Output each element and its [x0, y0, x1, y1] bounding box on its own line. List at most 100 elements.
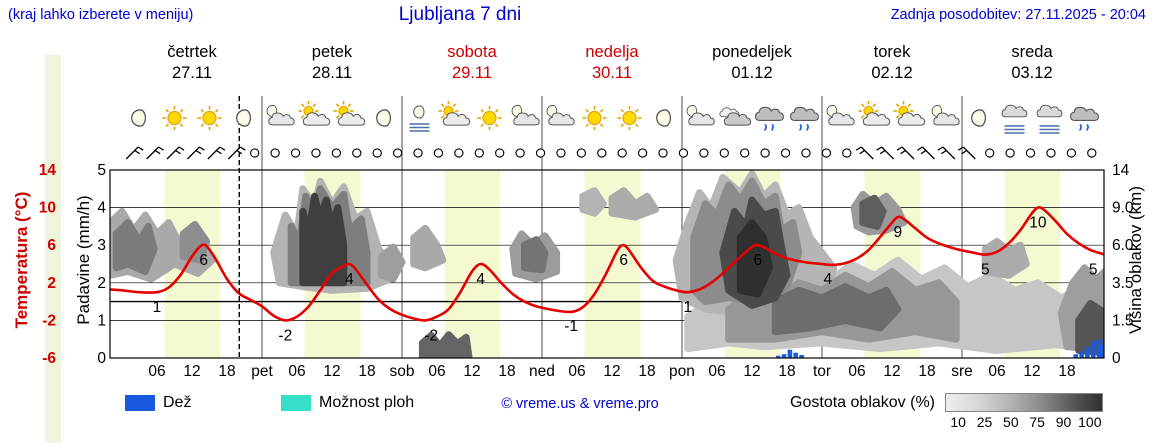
svg-text:06: 06: [988, 363, 1005, 380]
cloud-density-ticks: 10 25 50 75 90 100: [945, 414, 1103, 430]
moon-icon: [971, 109, 987, 127]
calm-wind-icon: [352, 148, 362, 158]
svg-text:18: 18: [1058, 363, 1075, 380]
cloud-drizzle-icon: [755, 106, 784, 131]
precipitation-bars: [775, 339, 1104, 358]
wind-barb-icon: [917, 146, 935, 160]
svg-text:18: 18: [218, 363, 235, 380]
svg-text:pet: pet: [251, 363, 273, 380]
cloud-density-scale: [945, 393, 1103, 412]
svg-text:12: 12: [743, 363, 760, 380]
calm-wind-icon: [576, 148, 587, 158]
density-tick: 100: [1078, 414, 1102, 430]
cloud-sun-icon: [858, 101, 891, 126]
calm-wind-icon: [821, 148, 832, 158]
svg-text:5: 5: [981, 262, 990, 279]
calm-wind-icon: [433, 148, 444, 158]
svg-text:6: 6: [754, 252, 763, 269]
copyright-text: © vreme.us & vreme.pro: [501, 396, 659, 412]
svg-text:6.0: 6.0: [1112, 237, 1134, 254]
menu-edge-strip: [45, 55, 61, 443]
calm-wind-icon: [658, 148, 668, 158]
density-tick: 25: [976, 414, 993, 430]
svg-text:10: 10: [39, 200, 56, 217]
cloud-moon-icon: [931, 104, 960, 126]
svg-text:12: 12: [183, 363, 200, 380]
svg-text:4: 4: [97, 200, 106, 217]
calm-wind-icon: [637, 148, 648, 158]
cloud-drizzle-icon: [1070, 106, 1099, 131]
density-tick: 90: [1055, 414, 1072, 430]
svg-text:12: 12: [603, 363, 620, 380]
svg-text:12: 12: [1023, 363, 1040, 380]
calm-wind-icon: [331, 148, 342, 158]
svg-text:6: 6: [619, 252, 628, 269]
day-date: 02.12: [871, 64, 913, 82]
density-tick: 10: [950, 414, 966, 430]
svg-text:12: 12: [323, 363, 340, 380]
svg-text:9: 9: [894, 224, 903, 241]
wind-barb-icon: [207, 146, 226, 160]
moon-icon: [131, 109, 147, 127]
svg-text:14: 14: [39, 162, 57, 179]
svg-text:1: 1: [97, 312, 106, 329]
rain-legend-label: Dež: [163, 394, 192, 411]
svg-text:0: 0: [97, 350, 106, 367]
svg-text:18: 18: [498, 363, 515, 380]
calm-wind-icon: [311, 148, 321, 158]
svg-text:9.0: 9.0: [1112, 200, 1134, 217]
calm-wind-icon: [760, 148, 770, 158]
calm-wind-icon: [801, 148, 811, 158]
fog-moon-icon: [409, 105, 430, 132]
svg-text:3.5: 3.5: [1112, 275, 1134, 292]
svg-text:18: 18: [778, 363, 795, 380]
location-hint: (kraj lahko izberete v meniju): [8, 7, 194, 23]
day-date: 30.11: [591, 64, 633, 82]
cloud-sun-icon: [438, 101, 471, 126]
day-date: 01.12: [731, 64, 773, 82]
wind-barb-icon: [855, 146, 874, 160]
wind-barb-icon: [125, 146, 144, 160]
day-name: sreda: [1011, 43, 1053, 61]
svg-text:4: 4: [345, 271, 354, 288]
wind-barb-icon: [896, 146, 915, 160]
calm-wind-icon: [1066, 148, 1077, 158]
calm-wind-icon: [474, 148, 484, 158]
svg-text:0: 0: [1112, 350, 1121, 367]
day-date: 27.11: [171, 64, 213, 82]
calm-wind-icon: [719, 148, 729, 158]
fog-cloud-icon: [1036, 104, 1063, 134]
svg-text:12: 12: [463, 363, 480, 380]
cloud-moon-icon: [826, 104, 855, 126]
cloud-sun-icon: [333, 101, 366, 126]
calm-wind-icon: [1046, 148, 1056, 158]
calm-wind-icon: [678, 148, 689, 158]
day-name: petek: [311, 43, 353, 61]
cloud-cover-areas: [110, 170, 1104, 358]
cloud-moon-icon: [511, 104, 540, 126]
calm-wind-icon: [1025, 148, 1036, 158]
svg-text:-1: -1: [564, 318, 578, 335]
svg-text:10: 10: [1029, 215, 1047, 232]
svg-text:sob: sob: [389, 363, 414, 380]
sun-icon: [477, 106, 502, 130]
calm-wind-icon: [780, 148, 791, 158]
sun-icon: [162, 106, 187, 130]
cloud-moon-icon: [266, 104, 295, 126]
cloud-sun-icon: [893, 101, 926, 126]
moon-icon: [376, 109, 392, 127]
svg-text:18: 18: [918, 363, 935, 380]
calm-wind-icon: [535, 148, 546, 158]
svg-text:-2: -2: [424, 327, 438, 344]
svg-text:6: 6: [199, 252, 208, 269]
svg-text:sre: sre: [951, 363, 973, 380]
svg-text:-6: -6: [42, 350, 56, 367]
day-date: 29.11: [451, 64, 493, 82]
cloud-sun-icon: [298, 101, 331, 126]
day-name: torek: [873, 43, 911, 61]
svg-text:06: 06: [148, 363, 165, 380]
calm-wind-icon: [1087, 148, 1097, 158]
day-name: ponedeljek: [712, 43, 792, 61]
